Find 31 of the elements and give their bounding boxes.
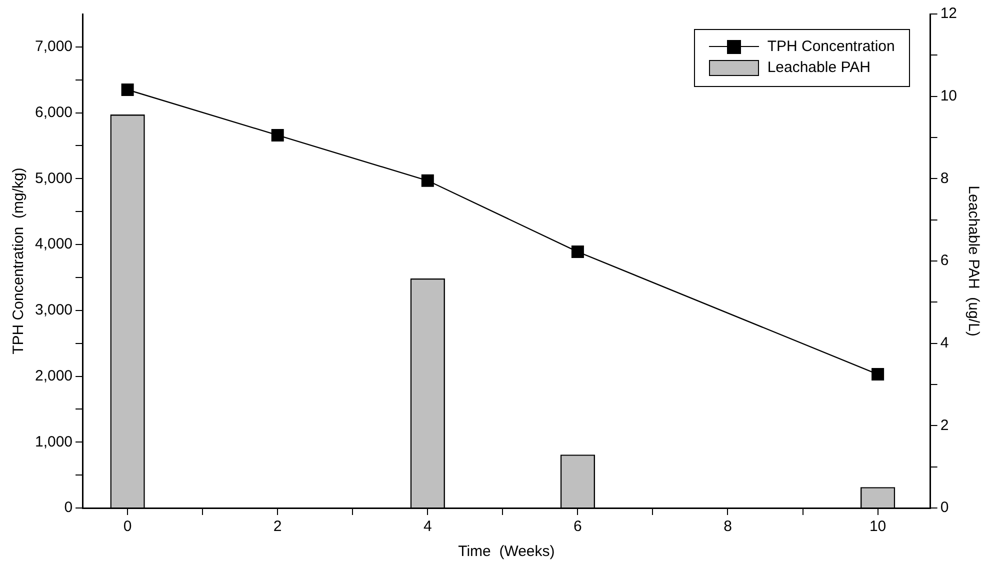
x-axis-title: Time (Weeks) bbox=[458, 543, 555, 560]
y2-tick-label: 8 bbox=[940, 170, 949, 187]
y2-tick-label: 2 bbox=[940, 416, 949, 434]
y-tick-label: 6,000 bbox=[34, 104, 73, 121]
y2-axis-title: Leachable PAH (ug/L) bbox=[964, 186, 982, 336]
y2-tick-label: 0 bbox=[940, 499, 949, 516]
y-tick-label: 7,000 bbox=[34, 38, 73, 56]
y2-tick-label: 6 bbox=[940, 252, 949, 270]
y-tick-label: 3,000 bbox=[34, 302, 73, 319]
y2-tick-label: 10 bbox=[940, 87, 958, 104]
x-tick-label: 10 bbox=[869, 518, 886, 536]
point bbox=[121, 83, 134, 96]
y-tick-label: 1,000 bbox=[34, 433, 73, 450]
legend-label: TPH Concentration bbox=[767, 38, 895, 55]
y-tick-label: 0 bbox=[64, 499, 73, 516]
y-tick-label: 4,000 bbox=[34, 236, 73, 253]
x-tick-label: 4 bbox=[423, 518, 432, 536]
legend-label: Leachable PAH bbox=[767, 59, 870, 76]
point bbox=[872, 368, 884, 381]
x-tick-label: 8 bbox=[724, 518, 732, 536]
x-tick-label: 0 bbox=[123, 518, 132, 536]
y2-tick-label: 12 bbox=[940, 5, 958, 22]
point bbox=[571, 246, 584, 258]
y-tick-label: 2,000 bbox=[34, 367, 73, 384]
y-tick-label: 5,000 bbox=[34, 170, 73, 187]
y2-tick-label: 4 bbox=[940, 334, 949, 352]
x-tick-label: 6 bbox=[574, 518, 582, 536]
point bbox=[421, 174, 434, 187]
point bbox=[271, 128, 284, 142]
x-tick-label: 2 bbox=[273, 518, 282, 536]
y-axis-title: TPH Concentration (mg/kg) bbox=[10, 168, 28, 354]
